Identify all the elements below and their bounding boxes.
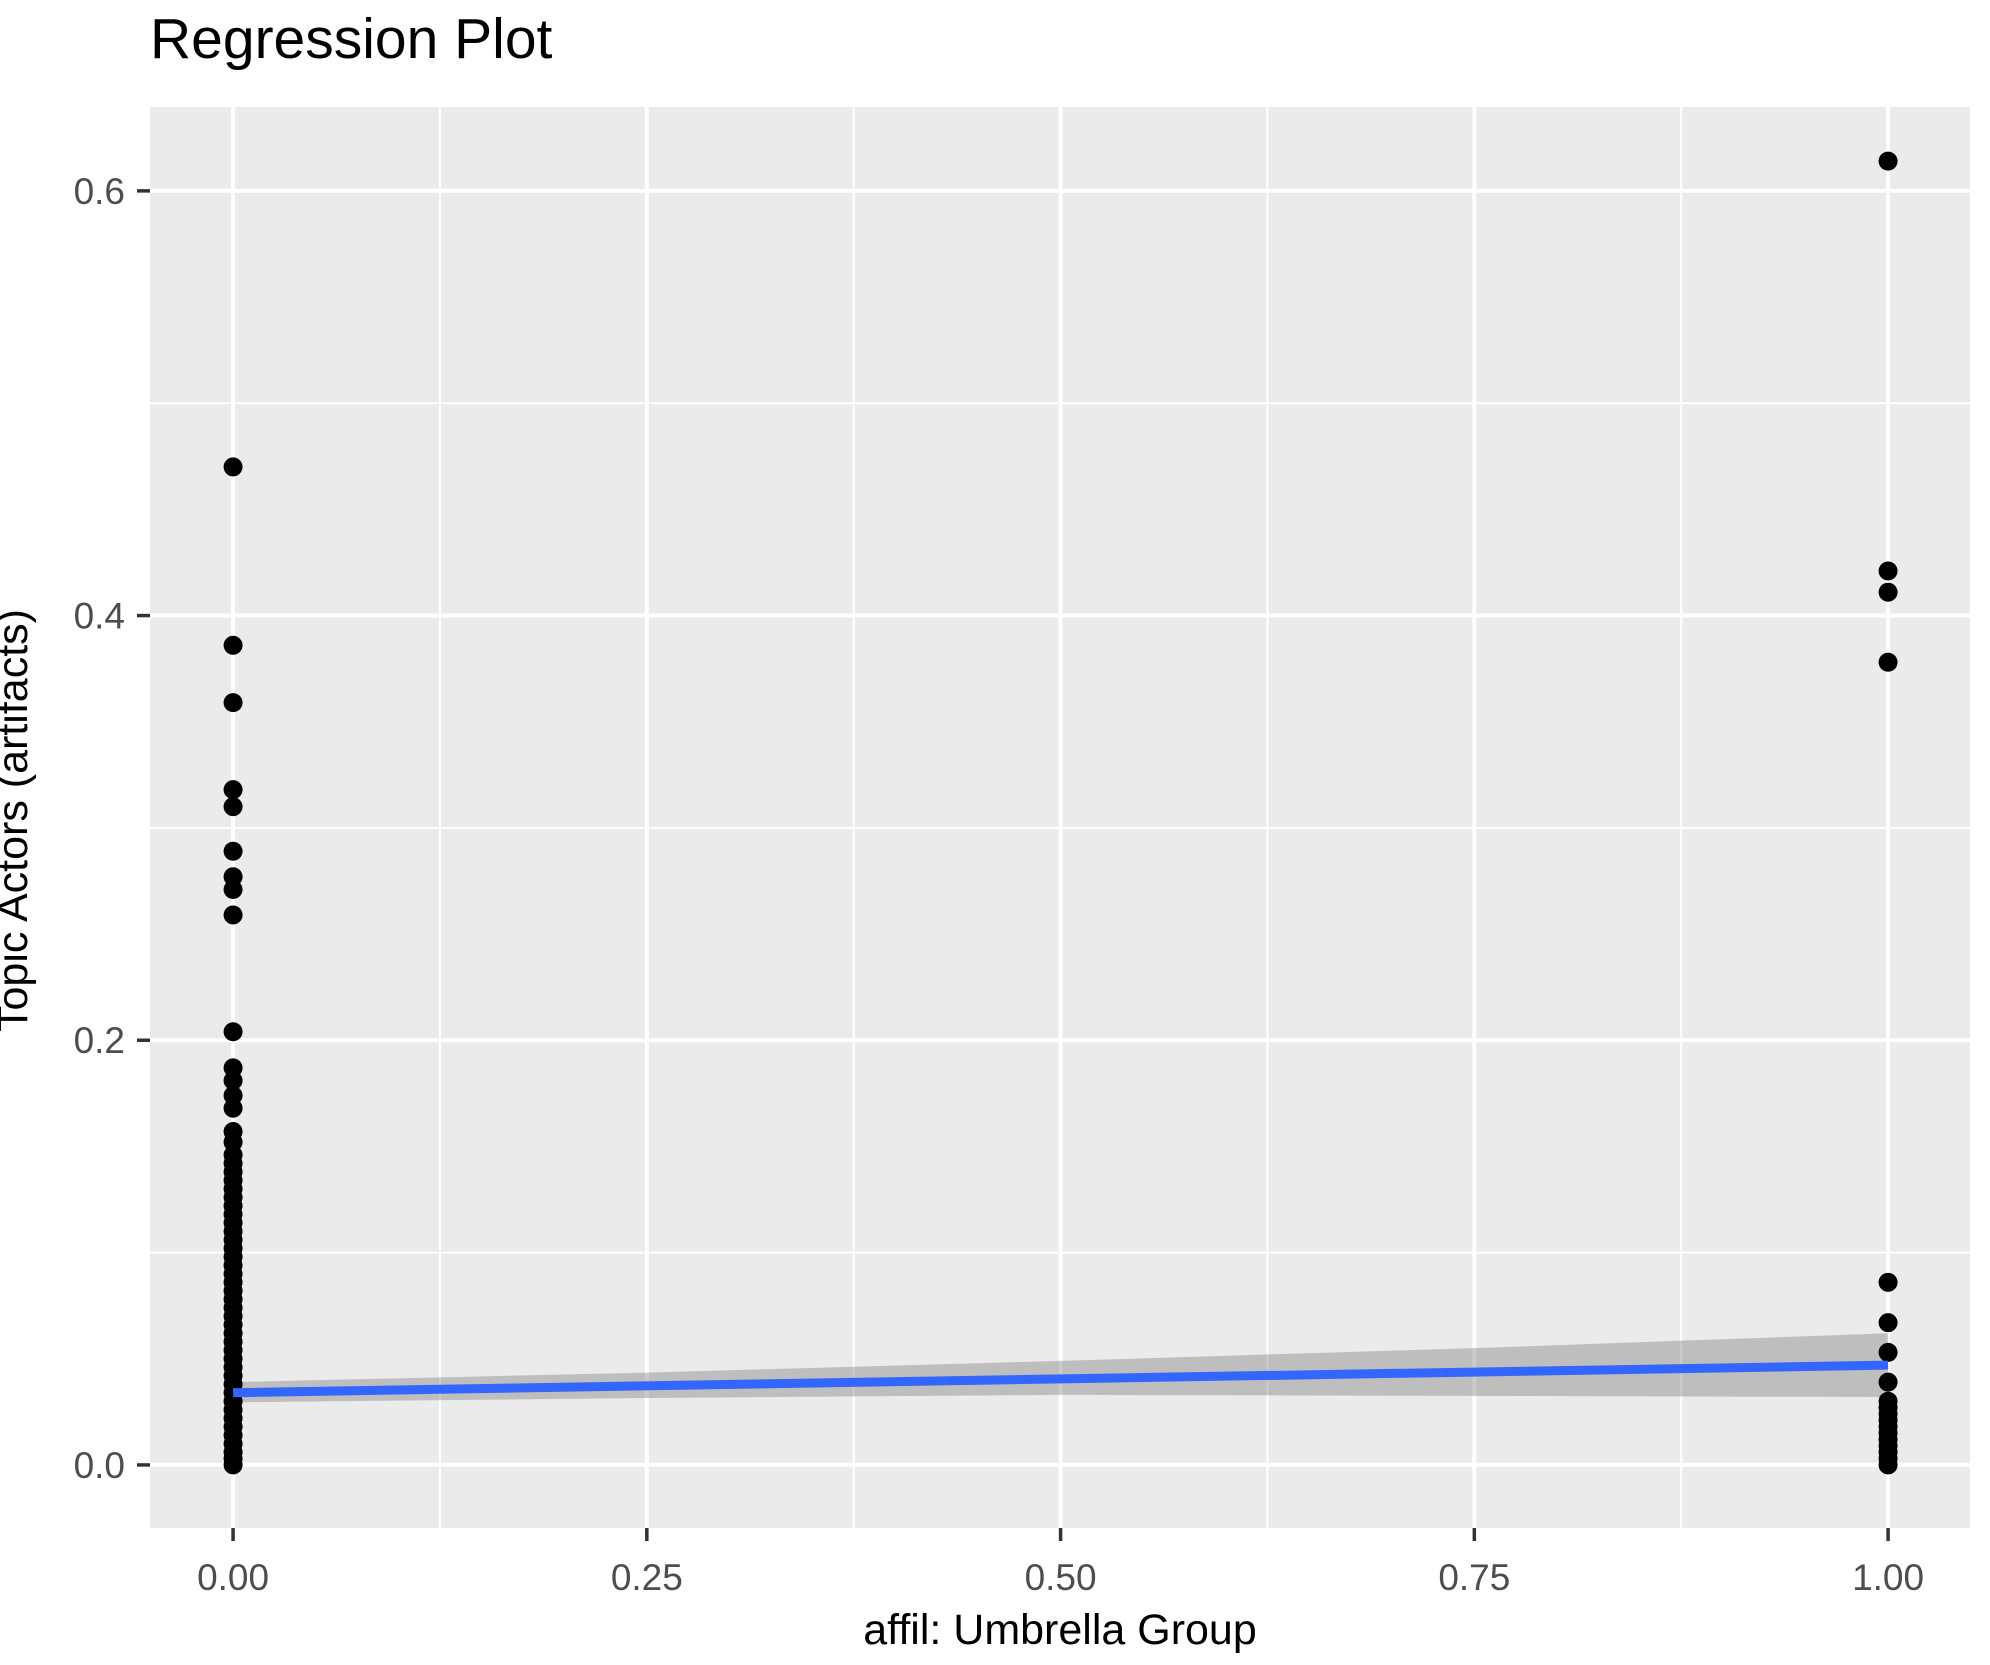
data-point [1878, 1372, 1898, 1392]
data-point [223, 1022, 243, 1042]
x-axis-tick-label: 0.50 [1025, 1557, 1097, 1598]
x-axis-tick-label: 0.25 [611, 1557, 683, 1598]
x-axis-title: affil: Umbrella Group [863, 1606, 1257, 1654]
x-axis-tick-label: 0.75 [1438, 1557, 1510, 1598]
data-point [1878, 1313, 1898, 1333]
data-point [1878, 1272, 1898, 1292]
y-axis-tick-label: 0.0 [74, 1445, 125, 1486]
data-point [1878, 151, 1898, 171]
data-point [223, 693, 243, 713]
regression-line [233, 1360, 1889, 1398]
data-point [223, 905, 243, 925]
data-point [223, 841, 243, 861]
y-axis-tick-label: 0.6 [74, 171, 125, 212]
y-axis-tick-label: 0.2 [74, 1020, 125, 1061]
data-point [1878, 561, 1898, 581]
data-point [223, 1455, 243, 1475]
x-axis-tick-label: 1.00 [1852, 1557, 1924, 1598]
data-point [1878, 652, 1898, 672]
data-point [223, 635, 243, 655]
data-point [1878, 1455, 1898, 1475]
data-point [223, 879, 243, 899]
data-point [223, 780, 243, 800]
data-point [223, 1071, 243, 1091]
data-point [1878, 1342, 1898, 1362]
plot-title: Regression Plot [150, 7, 553, 71]
data-point [223, 1098, 243, 1118]
data-point [1878, 582, 1898, 602]
data-point [223, 797, 243, 817]
y-axis-title: Topic Actors (artifacts) [0, 609, 37, 1032]
data-point [223, 457, 243, 477]
y-axis-tick-label: 0.4 [74, 596, 125, 637]
x-axis-tick-label: 0.00 [197, 1557, 269, 1598]
